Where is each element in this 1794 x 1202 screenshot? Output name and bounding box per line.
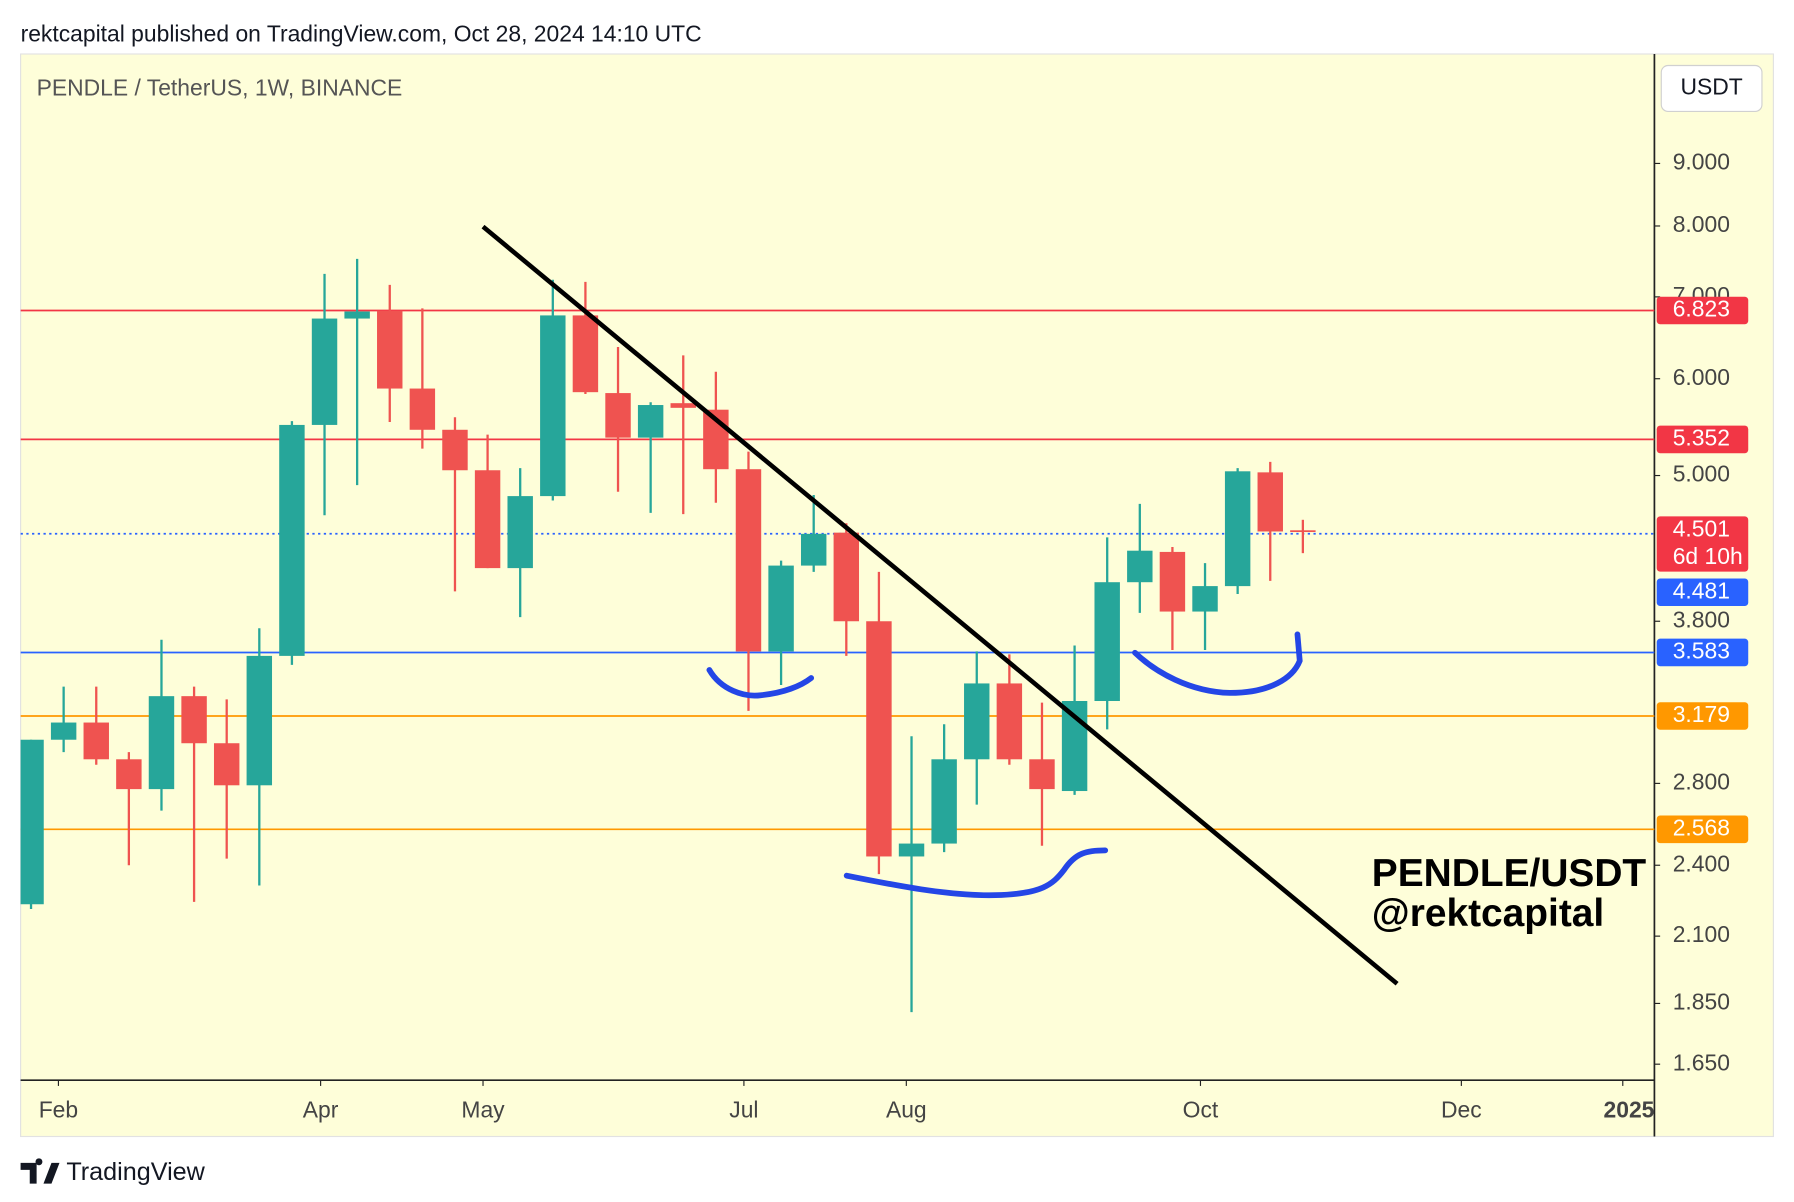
candle-body	[507, 496, 533, 569]
candle-body	[866, 621, 892, 857]
candle-body	[637, 405, 664, 438]
candle-body	[540, 315, 566, 497]
candle-body	[116, 759, 142, 790]
curve	[706, 667, 815, 699]
candle-body	[670, 403, 696, 408]
candle-body	[20, 739, 44, 905]
y-tick-label: 2.100	[1673, 921, 1730, 947]
candle-body	[83, 722, 109, 760]
candle-body	[898, 843, 925, 857]
y-tick-label: 3.800	[1673, 606, 1730, 632]
y-unit[interactable]: USDT	[1680, 74, 1742, 100]
candle-body	[311, 318, 338, 425]
candle-body	[572, 315, 599, 393]
price-label-box	[1656, 702, 1749, 730]
x-tick-label: Feb	[39, 1096, 78, 1122]
logo	[20, 1158, 60, 1184]
plot-area	[20, 258, 1655, 1013]
price-label-box	[1656, 425, 1749, 454]
y-tick-label: 6.000	[1673, 364, 1730, 390]
candle-body	[181, 696, 207, 744]
annotation: PENDLE/USDT	[1372, 852, 1647, 895]
price-label-box	[1656, 578, 1749, 607]
price-label: 3.583	[1673, 637, 1730, 663]
x-tick-label: May	[461, 1096, 505, 1122]
candle-body	[213, 743, 240, 786]
candle-body	[605, 393, 631, 438]
x-tick-label: 2025	[1604, 1096, 1655, 1122]
candle-body	[148, 696, 175, 790]
x-tick-label: Aug	[886, 1096, 927, 1122]
candle-body	[800, 533, 827, 566]
curve	[1132, 631, 1303, 696]
logo-mark	[20, 1158, 60, 1184]
price-label: 5.352	[1673, 424, 1730, 450]
y-tick-label: 2.400	[1673, 850, 1730, 876]
price-label-box	[1656, 815, 1749, 844]
price-label-box	[1656, 516, 1749, 572]
candle-body	[1029, 759, 1055, 790]
x-tick-label: Apr	[303, 1096, 339, 1122]
price-label-box	[1656, 296, 1749, 325]
candle-body	[409, 388, 436, 430]
candle-body	[1257, 472, 1283, 532]
x-tick-label: Jul	[729, 1096, 758, 1122]
countdown: 6d 10h	[1673, 543, 1743, 569]
y-tick-label: 8.000	[1673, 211, 1730, 237]
x-tick-label: Dec	[1441, 1096, 1482, 1122]
header: rektcapital published on TradingView.com…	[21, 21, 702, 47]
curve	[843, 847, 1109, 899]
candle-body	[442, 429, 468, 471]
price-label: 6.823	[1673, 296, 1730, 322]
annotation: @rektcapital	[1372, 892, 1604, 935]
candle-body	[344, 311, 370, 319]
candle-body	[833, 532, 860, 622]
x-tick-label: Oct	[1183, 1096, 1219, 1122]
y-tick-label: 2.800	[1673, 768, 1730, 794]
candle-body	[996, 683, 1023, 760]
candle-body	[246, 655, 273, 786]
candle-body	[964, 683, 990, 760]
candle-body	[1192, 586, 1218, 612]
chart-title: PENDLE / TetherUS, 1W, BINANCE	[37, 75, 403, 101]
y-tick-label: 1.650	[1673, 1049, 1730, 1075]
candle-body	[1290, 530, 1316, 533]
candle-body	[1224, 471, 1251, 587]
y-tick-label: 5.000	[1673, 461, 1730, 487]
y-tick-label: 9.000	[1673, 148, 1730, 174]
candle-body	[1159, 551, 1186, 612]
price-label: 3.179	[1673, 701, 1730, 727]
chart-frame	[20, 53, 1774, 1138]
unit-box[interactable]	[1660, 64, 1763, 113]
candle-body	[735, 469, 762, 652]
candle-body	[474, 470, 501, 569]
price-label-box	[1656, 638, 1749, 667]
candle-body	[768, 565, 794, 652]
footer: TradingView	[66, 1158, 205, 1186]
price-label: 4.501	[1673, 515, 1730, 541]
candle-body	[279, 424, 305, 656]
y-tick-label: 1.850	[1673, 988, 1730, 1014]
candle-body	[1127, 550, 1153, 583]
candle-body	[50, 722, 77, 740]
candle-body	[931, 759, 957, 844]
price-label: 4.481	[1673, 577, 1730, 603]
price-label: 2.568	[1673, 814, 1730, 840]
hand-drawn-curves	[706, 631, 1303, 899]
candle-body	[1094, 582, 1120, 702]
trendline	[481, 224, 1399, 986]
candle-body	[377, 310, 403, 389]
